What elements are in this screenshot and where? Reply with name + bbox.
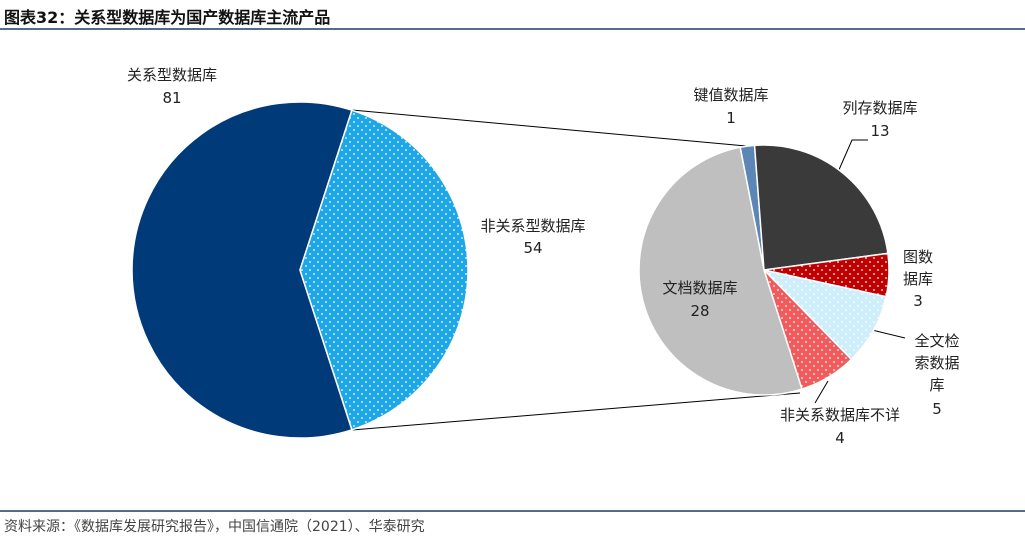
slice-label: 5 <box>932 400 942 418</box>
slice-label: 54 <box>523 239 543 257</box>
connector <box>351 109 747 147</box>
pie-slice <box>299 109 469 431</box>
pie-slice <box>753 144 889 271</box>
source: 资料来源：《数据库发展研究报告》，中国信通院（2021）、华泰研究 <box>4 519 425 535</box>
slice-label: 28 <box>690 302 710 320</box>
slice-label: 文档数据库 <box>662 279 738 297</box>
connector <box>351 392 801 431</box>
leader-line <box>814 380 829 404</box>
slice-label: 关系型数据库 <box>126 66 218 84</box>
slice-label: 全文检索数据库 <box>914 332 960 394</box>
slice-label: 非关系型数据库 <box>480 217 586 235</box>
slice-label: 13 <box>870 122 890 140</box>
slice-label: 列存数据库 <box>842 99 918 117</box>
pie-slice <box>131 101 353 439</box>
slice-label: 图数据库 <box>902 248 933 288</box>
slice-label: 非关系数据库不详 <box>779 406 901 424</box>
slice-label: 4 <box>835 429 845 447</box>
slice-label: 键值数据库 <box>693 86 769 104</box>
title: 图表32：关系型数据库为国产数据库主流产品 <box>4 8 331 27</box>
slice-label: 81 <box>162 89 182 107</box>
slice-label: 3 <box>913 292 923 310</box>
pie-slice <box>638 146 803 396</box>
leader-line <box>871 329 906 339</box>
slice-label: 1 <box>726 109 736 127</box>
leader-line <box>837 139 868 173</box>
